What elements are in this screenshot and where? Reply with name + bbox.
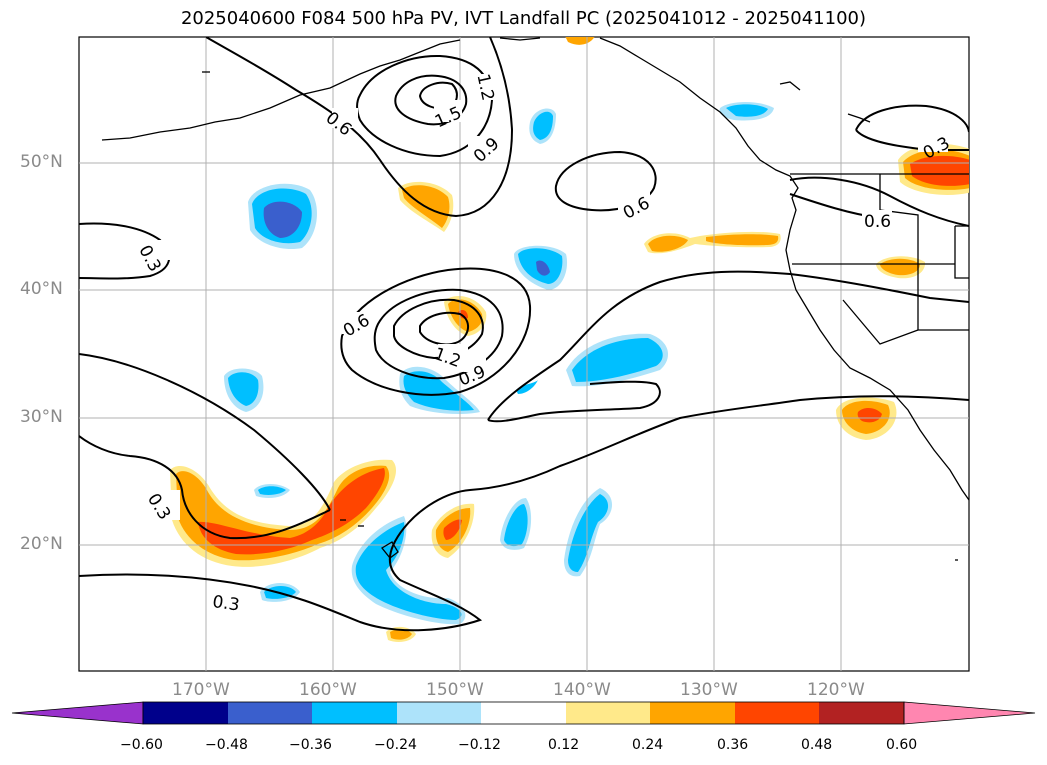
negative-blob (572, 338, 663, 382)
lat-label: 50°N (20, 152, 63, 172)
colorbar-cell (566, 702, 650, 724)
lon-label: 140°W (553, 680, 611, 700)
positive-blob (857, 408, 882, 423)
positive-blob (880, 258, 920, 276)
coastlines (101, 37, 969, 561)
positive-blob (706, 234, 779, 246)
contour-label: 0.3 (211, 592, 241, 616)
colorbar-tick-label: 0.48 (801, 737, 833, 753)
shading-layer (170, 37, 969, 642)
negative-blob (516, 380, 538, 394)
map-panel (78, 36, 970, 672)
lon-label: 120°W (807, 680, 865, 700)
colorbar-tick-label: −0.12 (458, 737, 501, 753)
contour-label-halos (154, 74, 948, 616)
colorbar-tick-label: 0.36 (717, 737, 749, 753)
lon-label: 150°W (426, 680, 484, 700)
negative-blob (403, 371, 474, 411)
lon-label: 160°W (299, 680, 357, 700)
colorbar (11, 701, 1036, 725)
positive-blob (443, 519, 462, 540)
negative-blob (533, 111, 553, 140)
positive-blob (390, 629, 412, 640)
positive-blob (198, 468, 385, 555)
colorbar-cell (228, 702, 312, 724)
negative-blob (726, 104, 768, 117)
lon-label: 170°W (172, 680, 230, 700)
colorbar-tick-label: −0.60 (120, 737, 163, 753)
map-title: 2025040600 F084 500 hPa PV, IVT Landfall… (180, 8, 867, 29)
colorbar-cell (650, 702, 735, 724)
colorbar-extend-high (903, 701, 1036, 725)
negative-blob (355, 522, 462, 620)
colorbar-tick-label: −0.36 (289, 737, 332, 753)
colorbar-cell (481, 702, 566, 724)
colorbar-tick-label: 0.12 (548, 737, 580, 753)
lon-label: 130°W (680, 680, 738, 700)
colorbar-cell (143, 702, 228, 724)
lat-label: 20°N (20, 534, 63, 554)
negative-blob (568, 494, 609, 572)
negative-blob (258, 486, 286, 495)
colorbar-cell (312, 702, 397, 724)
negative-blob (263, 201, 302, 238)
colorbar-cell (397, 702, 481, 724)
colorbar-cell (819, 702, 904, 724)
lat-label: 40°N (20, 279, 63, 299)
negative-blob (504, 504, 528, 547)
colorbar-cell (735, 702, 819, 724)
lat-label: 30°N (20, 407, 63, 427)
negative-blob (228, 372, 259, 406)
contour-label: 0.6 (864, 212, 892, 232)
colorbar-tick-label: 0.24 (632, 737, 664, 753)
negative-blob (536, 260, 550, 276)
colorbar-extend-low (11, 701, 144, 725)
colorbar-tick-label: 0.60 (886, 737, 918, 753)
colorbar-tick-label: −0.48 (205, 737, 248, 753)
colorbar-tick-label: −0.24 (374, 737, 417, 753)
positive-blob (648, 235, 688, 252)
